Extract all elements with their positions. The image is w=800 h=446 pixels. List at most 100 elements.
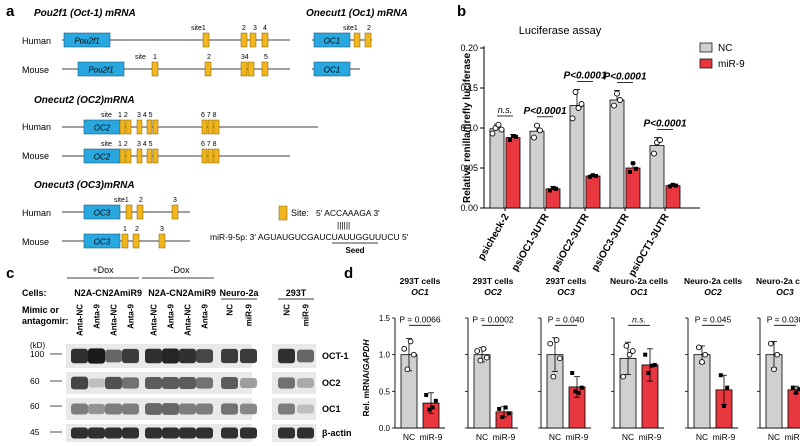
blot-band [196, 403, 213, 415]
pou2f1-mouse-cds-label: Pou2f1 [88, 66, 113, 75]
blot-band [179, 377, 196, 389]
minus-dox-label: -Dox [170, 265, 190, 275]
data-point [480, 345, 487, 352]
lane-label: Anta-9 [93, 303, 102, 328]
blot-band [162, 377, 179, 389]
site-box [202, 32, 210, 48]
site-box [125, 148, 132, 164]
onecut1-s2: 2 [367, 25, 371, 32]
site-box [146, 148, 153, 164]
data-point [623, 343, 630, 349]
blot-band [71, 348, 88, 364]
site-box [207, 119, 214, 135]
site-box [240, 61, 248, 77]
data-point [508, 138, 512, 142]
qpcr-cell-label: Neuro-2a cells [756, 276, 800, 286]
panel-c-blots: 100 OCT-1 60 OC2 60 OC1 45 β-actin [30, 344, 352, 442]
data-point [725, 385, 730, 390]
data-point [668, 184, 672, 189]
data-point [695, 344, 702, 351]
data-point [657, 137, 663, 143]
data-point [433, 398, 438, 403]
lane-label: NC [226, 304, 235, 316]
pou2f1-human-cds-label: Pou2f1 [74, 37, 99, 46]
data-point [489, 130, 496, 137]
qpcr-cell-label: 293T cells [400, 276, 441, 286]
blot-band [179, 427, 196, 439]
blot-band [88, 378, 105, 388]
lane-label: NC [283, 304, 292, 316]
x-category-label: NC [549, 432, 561, 442]
cell-group-label: N2A-C [74, 288, 102, 298]
p-value-label: P<0.0001 [523, 106, 567, 117]
blot-band [105, 376, 122, 390]
blot-label: OC2 [322, 378, 341, 388]
x-category-label: miR-9 [493, 432, 516, 442]
blot-label: OC1 [322, 404, 341, 414]
site-box [121, 233, 129, 249]
pou2f1-human-s2: 2 [242, 25, 246, 32]
onecut2-human-cds-label: OC2 [94, 124, 111, 133]
qpcr-gene-label: OC3 [557, 287, 575, 297]
pou2f1-mouse-cds [77, 61, 125, 77]
data-point [652, 362, 657, 367]
pou2f1-mouse-s5: 5 [264, 54, 268, 61]
site-box [213, 148, 220, 164]
mw-marker: 60 [30, 376, 40, 386]
pou2f1-human-s4: 4 [263, 25, 267, 32]
blot-band [297, 404, 314, 414]
x-category-label: NC [403, 432, 415, 442]
blot-band [162, 403, 179, 415]
x-category-label: psiOCT1-3UTR [627, 211, 672, 278]
legend-nc-swatch [699, 42, 713, 53]
y-tick-label: 0.5 [379, 387, 391, 396]
data-point [511, 134, 515, 138]
mw-marker: 100 [30, 349, 44, 359]
blot-band [122, 427, 139, 439]
data-point [531, 134, 537, 141]
blot-band [240, 348, 257, 364]
onecut3-mouse-cds-label: OC3 [94, 238, 111, 247]
site-box [240, 32, 248, 48]
site-box [213, 119, 220, 135]
site-box [261, 32, 269, 48]
lane-label: Anta-9 [127, 303, 136, 328]
lane-label: Anta-NC [150, 304, 159, 336]
data-point [628, 170, 632, 174]
blot-band [196, 377, 213, 389]
data-point [794, 390, 798, 395]
blot-band [145, 403, 162, 415]
cell-group-label: N2AmiR9 [102, 288, 142, 298]
data-point [634, 166, 638, 171]
pou2f1-title: Pou2f1 (Oct-1) mRNA [34, 8, 136, 19]
blot-label: β-actin [322, 428, 352, 438]
blot-band [179, 348, 196, 364]
data-point [671, 182, 675, 187]
p-value-label: P<0.0001 [563, 71, 607, 82]
data-point [643, 352, 648, 357]
panel-b-title: Luciferase assay [519, 25, 602, 37]
site-box [152, 119, 159, 135]
data-point [474, 348, 481, 354]
site-box [201, 119, 208, 135]
data-point [551, 186, 555, 190]
data-point [401, 345, 408, 352]
data-point [495, 121, 502, 128]
bar-mir9 [787, 389, 800, 429]
p-value-label: P = 0.030 [767, 314, 800, 324]
cell-group-label: 293T [286, 288, 307, 298]
onecut3-mouse-s3: 3 [160, 226, 164, 233]
site-box [353, 32, 361, 48]
data-point [771, 366, 777, 373]
data-point [614, 90, 620, 97]
data-point [594, 174, 598, 178]
bar-nc [489, 128, 505, 209]
site-sequence: 5' ACCAAAGA 3' [316, 208, 380, 218]
p-value-label: P<0.0001 [603, 71, 647, 82]
onecut2-human-s678: 6 7 8 [201, 112, 217, 119]
site-box [125, 119, 132, 135]
p-value-label: P = 0.040 [548, 314, 585, 324]
